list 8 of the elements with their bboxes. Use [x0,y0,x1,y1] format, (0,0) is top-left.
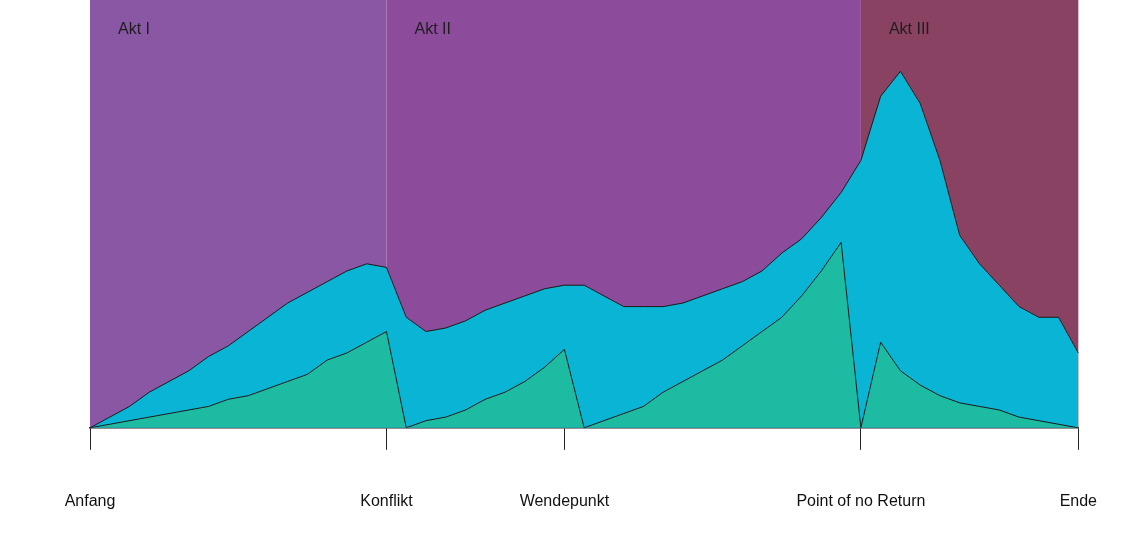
x-tick-label: Konflikt [360,491,414,509]
band-label: Akt II [414,20,451,38]
x-tick-label: Point of no Return [796,491,926,509]
band-label: Akt I [118,20,151,38]
x-tick-label: Ende [1059,491,1098,509]
x-tick-label: Anfang [64,491,116,509]
band-label: Akt III [888,20,930,38]
x-tick-label: Wendepunkt [519,491,610,509]
